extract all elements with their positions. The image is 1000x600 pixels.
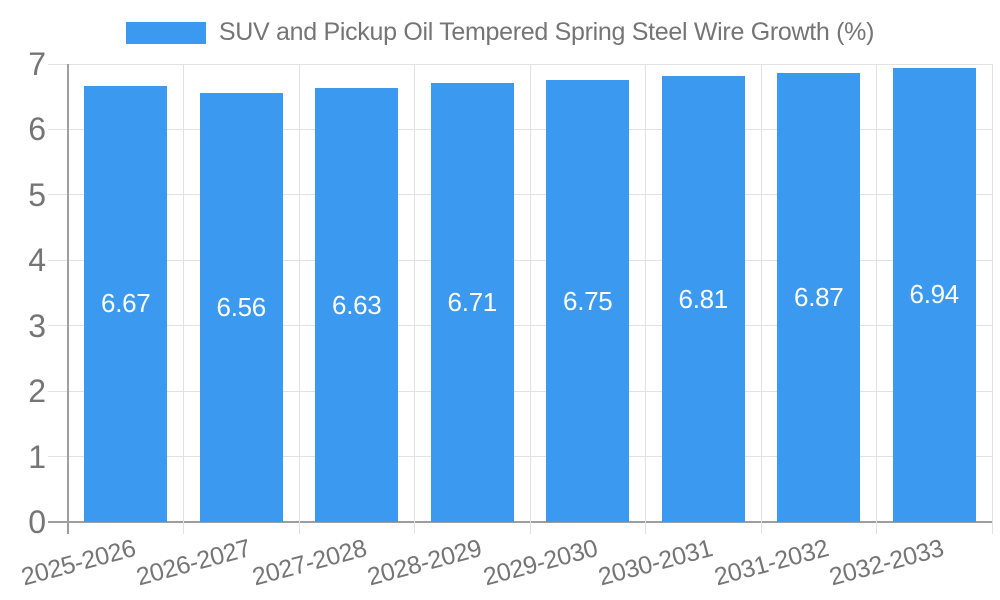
x-tick-label: 2027-2028: [249, 534, 370, 592]
x-tick-label: 2026-2027: [133, 534, 254, 592]
y-tick-label: 4: [28, 242, 46, 279]
gridline-horizontal: [48, 259, 992, 261]
gridline-vertical: [529, 64, 531, 534]
y-tick-label: 1: [28, 438, 46, 475]
legend-label[interactable]: SUV and Pickup Oil Tempered Spring Steel…: [218, 18, 875, 46]
gridline-horizontal: [48, 325, 992, 327]
bar: 6.87: [777, 72, 861, 522]
gridline-vertical: [991, 64, 993, 534]
x-tick-label: 2028-2029: [364, 534, 485, 592]
x-tick-label: 2030-2031: [595, 534, 716, 592]
bar: 6.75: [546, 80, 630, 522]
x-tick-label: 2029-2030: [480, 534, 601, 592]
bar: 6.67: [84, 85, 168, 522]
x-tick-label: 2032-2033: [826, 534, 947, 592]
gridline-horizontal: [48, 63, 992, 65]
bar: 6.63: [315, 88, 399, 522]
gridline-vertical: [760, 64, 762, 534]
gridline-vertical: [414, 64, 415, 534]
gridline-vertical: [645, 64, 646, 534]
bar-value-label: 6.87: [794, 281, 844, 312]
gridline-vertical: [183, 64, 184, 534]
y-tick-label: 0: [28, 504, 46, 540]
y-tick-label: 2: [28, 373, 46, 410]
gridline-vertical: [298, 64, 300, 534]
y-axis-line: [67, 64, 69, 534]
chart-legend[interactable]: SUV and Pickup Oil Tempered Spring Steel…: [0, 18, 1000, 47]
gridline-vertical: [876, 64, 877, 534]
bar: 6.56: [199, 92, 283, 522]
y-tick-label: 7: [28, 46, 46, 82]
bar-value-label: 6.94: [909, 279, 960, 310]
bar-value-label: 6.75: [563, 285, 613, 316]
bar: 6.81: [661, 76, 745, 522]
bar-value-label: 6.56: [216, 291, 267, 322]
x-tick-label: 2025-2026: [18, 534, 139, 592]
bar: 6.94: [892, 67, 976, 522]
bar: 6.71: [430, 82, 514, 522]
bar-value-label: 6.81: [678, 283, 729, 314]
y-tick-label: 5: [28, 176, 46, 213]
x-axis-line: [48, 521, 992, 523]
gridline-horizontal: [48, 456, 992, 458]
y-tick-label: 6: [28, 111, 46, 148]
gridline-horizontal: [48, 390, 992, 392]
x-tick-label: 2031-2032: [711, 534, 832, 592]
bar-value-label: 6.67: [101, 288, 151, 319]
legend-swatch[interactable]: [125, 21, 206, 44]
gridline-horizontal: [48, 128, 992, 130]
bar-value-label: 6.63: [332, 289, 382, 320]
gridline-horizontal: [48, 194, 992, 196]
bar-value-label: 6.71: [447, 286, 498, 317]
y-tick-label: 3: [28, 307, 46, 344]
